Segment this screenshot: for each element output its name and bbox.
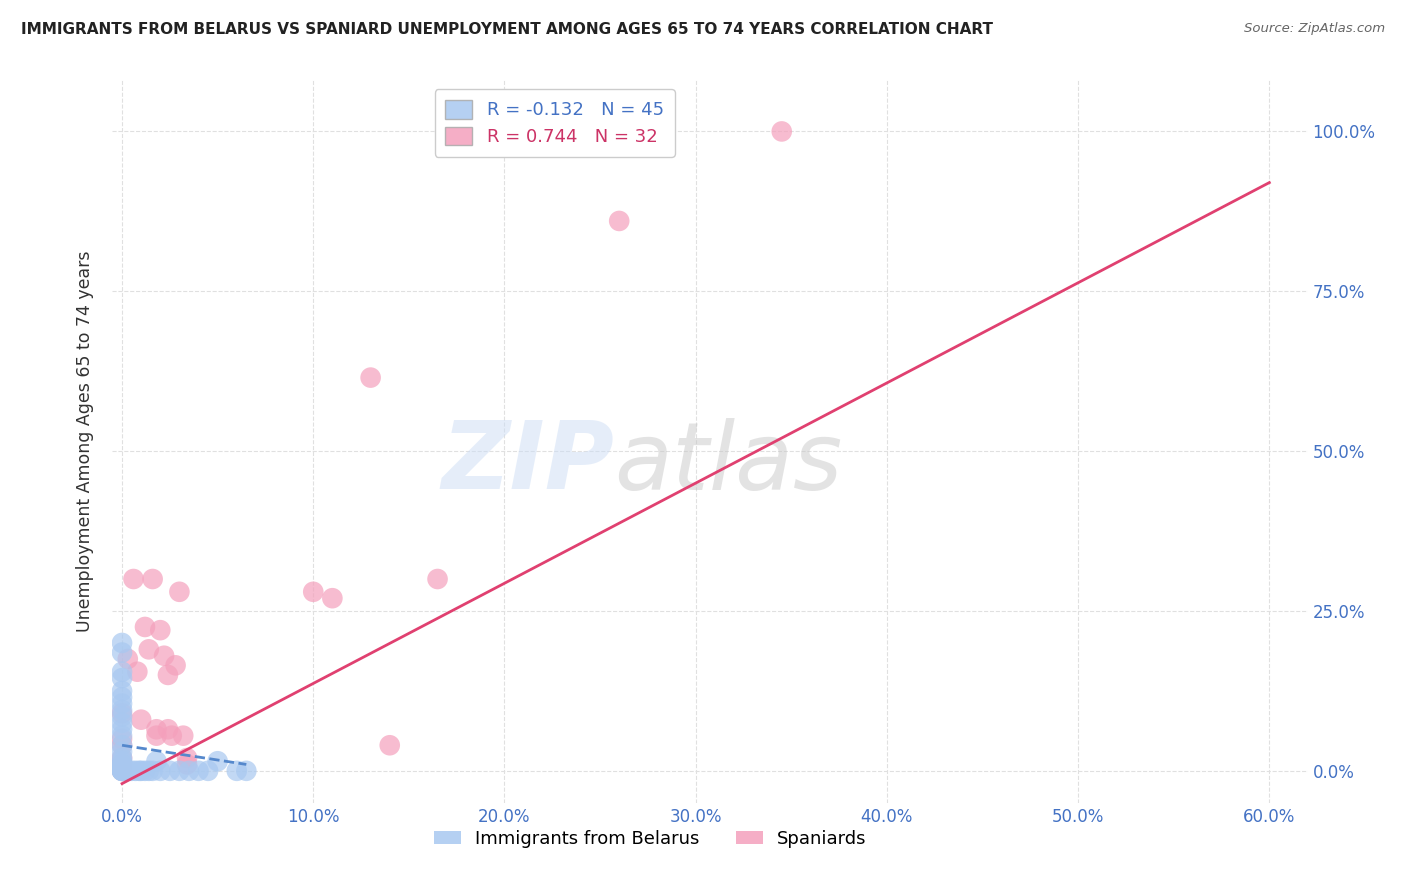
Point: [159, 764, 181, 778]
Text: IMMIGRANTS FROM BELARUS VS SPANIARD UNEMPLOYMENT AMONG AGES 65 TO 74 YEARS CORRE: IMMIGRANTS FROM BELARUS VS SPANIARD UNEM…: [21, 22, 993, 37]
Point: [172, 729, 194, 743]
Point: [115, 764, 138, 778]
Point: [117, 764, 139, 778]
Point: [129, 764, 152, 778]
Point: [169, 764, 191, 778]
Text: ZIP: ZIP: [441, 417, 614, 509]
Point: [111, 697, 134, 711]
Point: [149, 764, 172, 778]
Point: [111, 703, 134, 717]
Point: [145, 754, 167, 768]
Point: [111, 764, 134, 778]
Point: [111, 757, 134, 772]
Point: [111, 731, 134, 746]
Point: [607, 214, 630, 228]
Point: [111, 764, 134, 778]
Point: [111, 684, 134, 698]
Point: [111, 745, 134, 759]
Point: [111, 738, 134, 752]
Point: [111, 763, 134, 777]
Point: [138, 642, 160, 657]
Point: [160, 729, 183, 743]
Text: atlas: atlas: [614, 417, 842, 508]
Point: [176, 751, 198, 765]
Point: [134, 764, 156, 778]
Point: [111, 764, 134, 778]
Point: [111, 729, 134, 743]
Point: [378, 738, 401, 752]
Point: [225, 764, 247, 778]
Point: [111, 754, 134, 768]
Point: [111, 751, 134, 765]
Point: [111, 706, 134, 721]
Point: [177, 764, 200, 778]
Point: [111, 762, 134, 776]
Point: [111, 764, 134, 778]
Point: [111, 763, 134, 777]
Point: [138, 764, 160, 778]
Point: [235, 764, 257, 778]
Point: [111, 646, 134, 660]
Point: [165, 658, 187, 673]
Point: [111, 751, 134, 765]
Point: [121, 764, 143, 778]
Point: [111, 757, 134, 772]
Point: [145, 723, 167, 737]
Point: [360, 370, 382, 384]
Point: [156, 723, 179, 737]
Point: [142, 764, 165, 778]
Point: [111, 758, 134, 772]
Point: [156, 668, 179, 682]
Point: [321, 591, 343, 606]
Point: [153, 648, 176, 663]
Point: [142, 572, 165, 586]
Y-axis label: Unemployment Among Ages 65 to 74 years: Unemployment Among Ages 65 to 74 years: [76, 251, 94, 632]
Point: [111, 723, 134, 737]
Point: [111, 636, 134, 650]
Point: [111, 715, 134, 730]
Point: [111, 690, 134, 705]
Legend: Immigrants from Belarus, Spaniards: Immigrants from Belarus, Spaniards: [426, 822, 875, 855]
Point: [169, 584, 191, 599]
Point: [149, 623, 172, 637]
Point: [111, 709, 134, 723]
Point: [117, 652, 139, 666]
Point: [770, 124, 793, 138]
Point: [426, 572, 449, 586]
Point: [134, 620, 156, 634]
Point: [187, 764, 209, 778]
Point: [129, 713, 152, 727]
Point: [207, 754, 229, 768]
Point: [176, 757, 198, 772]
Point: [145, 729, 167, 743]
Point: [111, 738, 134, 752]
Text: Source: ZipAtlas.com: Source: ZipAtlas.com: [1244, 22, 1385, 36]
Point: [127, 665, 149, 679]
Point: [111, 764, 134, 778]
Point: [197, 764, 219, 778]
Point: [111, 671, 134, 685]
Point: [302, 584, 325, 599]
Point: [111, 665, 134, 679]
Point: [111, 761, 134, 775]
Point: [128, 764, 150, 778]
Point: [124, 764, 146, 778]
Point: [122, 572, 145, 586]
